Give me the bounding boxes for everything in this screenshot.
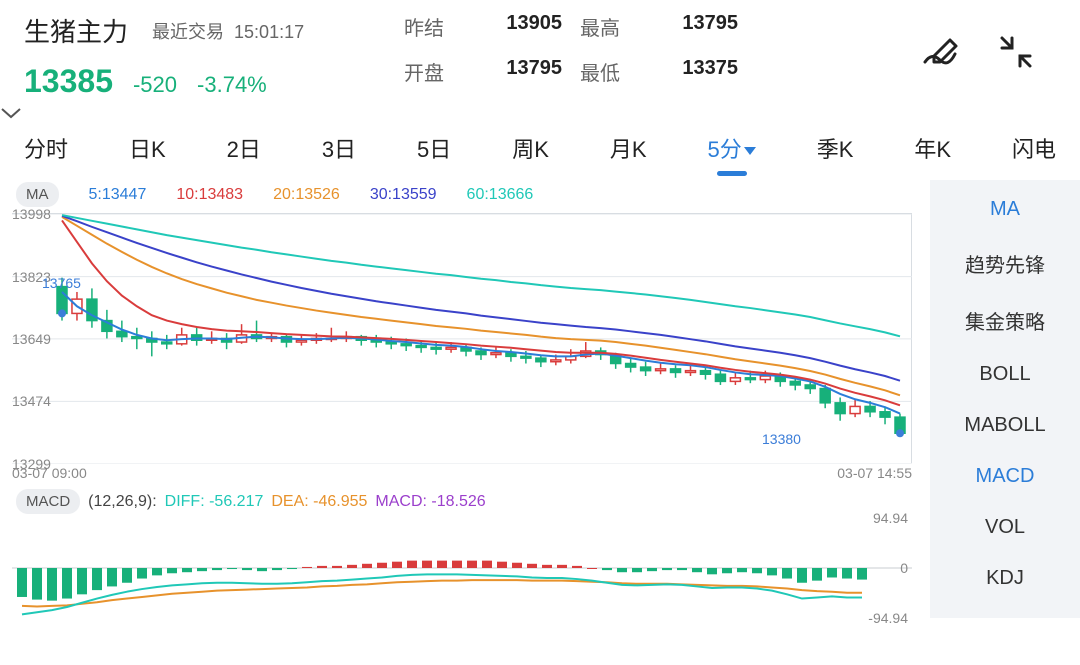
quote-grid: 昨结 13905 最高 13795 开盘 13795 最低 13375 [404,12,864,102]
tab-周K[interactable]: 周K [512,126,549,170]
ma-legend: MA 5:13447 10:13483 20:13526 30:13559 60:1366… [12,180,930,213]
tab-分时[interactable]: 分时 [24,126,68,170]
tab-2日[interactable]: 2日 [227,126,261,170]
y-tick: 13998 [12,206,51,222]
expand-caret-icon[interactable] [0,106,1080,120]
quote-label: 最高 [580,12,630,41]
y-tick: 13649 [12,331,51,347]
macd-params: (12,26,9): [88,493,156,511]
indicator-MACD[interactable]: MACD [930,451,1080,502]
timeframe-tabs: 分时 日K 2日 3日 5日 周K 月K 5分 季K 年K 闪电 [0,126,1080,170]
indicator-KDJ[interactable]: KDJ [930,553,1080,604]
price-label-end: 13380 [762,431,801,447]
tab-5分[interactable]: 5分 [708,126,756,170]
macd-ytick: -94.94 [868,610,908,626]
quote-value: 13375 [648,57,738,86]
instrument-title: 生猪主力 [24,12,128,49]
x-axis: 03-07 09:00 03-07 14:55 [12,465,912,481]
indicator-BOLL[interactable]: BOLL [930,349,1080,400]
header: 生猪主力 最近交易 15:01:17 13385 -520 -3.74% 昨结 1… [0,0,1080,102]
quote-label: 昨结 [404,12,454,41]
macd-badge: MACD [16,489,80,514]
indicator-集金策略[interactable]: 集金策略 [930,292,1080,349]
indicator-MA[interactable]: MA [930,184,1080,235]
tab-月K[interactable]: 月K [610,126,647,170]
quote-label: 开盘 [404,57,454,86]
macd-item: DEA: -46.955 [271,493,367,511]
price-change: -520 [133,72,177,98]
macd-item: DIFF: -56.217 [165,493,264,511]
price-label-start: 13765 [42,275,81,291]
ma-badge: MA [16,182,59,207]
quote-label: 最低 [580,57,630,86]
quote-value: 13905 [472,12,562,41]
indicator-MABOLL[interactable]: MABOLL [930,400,1080,451]
draw-icon[interactable] [920,32,960,72]
ma-item: 60:13666 [467,186,534,204]
indicator-sidebar: MA趋势先锋集金策略BOLLMABOLLMACDVOLKDJ [930,180,1080,618]
macd-item: MACD: -18.526 [375,493,485,511]
tab-5日[interactable]: 5日 [417,126,451,170]
y-tick: 13299 [12,456,51,472]
candlestick-chart[interactable]: 13998138231364913474132991376513380 [12,213,912,463]
quote-value: 13795 [648,12,738,41]
ma-item: 10:13483 [176,186,243,204]
tab-闪电[interactable]: 闪电 [1012,126,1056,170]
quote-value: 13795 [472,57,562,86]
macd-legend: MACD (12,26,9): DIFF: -56.217 DEA: -46.9… [12,481,930,518]
ma-item: 30:13559 [370,186,437,204]
y-tick: 13474 [12,393,51,409]
last-price: 13385 [24,63,113,100]
macd-ytick: 94.94 [873,510,908,526]
macd-ytick: 0 [900,560,908,576]
tab-年K[interactable]: 年K [914,126,951,170]
price-pct: -3.74% [197,72,267,98]
indicator-趋势先锋[interactable]: 趋势先锋 [930,235,1080,292]
ma-item: 5:13447 [89,186,147,204]
ma-item: 20:13526 [273,186,340,204]
x-end: 03-07 14:55 [837,465,912,481]
last-trade: 最近交易 15:01:17 [152,18,304,44]
tab-季K[interactable]: 季K [817,126,854,170]
indicator-VOL[interactable]: VOL [930,502,1080,553]
tab-日K[interactable]: 日K [129,126,166,170]
macd-chart[interactable]: 94.940-94.94 [12,518,912,618]
tab-3日[interactable]: 3日 [322,126,356,170]
collapse-icon[interactable] [996,32,1036,72]
